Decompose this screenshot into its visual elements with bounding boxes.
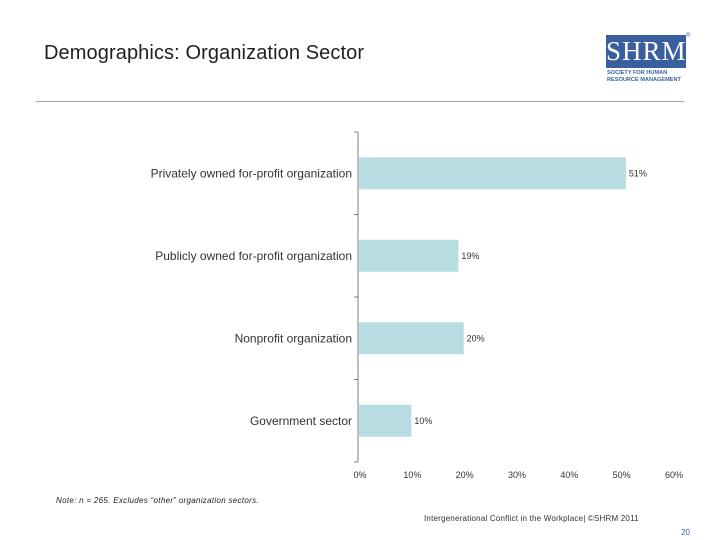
logo-subtitle-line2: RESOURCE MANAGEMENT — [607, 77, 681, 83]
logo-subtitle: SOCIETY FOR HUMAN RESOURCE MANAGEMENT — [607, 70, 687, 84]
bar — [359, 404, 412, 437]
data-label: 20% — [467, 333, 485, 343]
logo-registered-mark: ® — [686, 33, 691, 39]
bar — [359, 322, 464, 355]
logo-wordmark: SHRM — [606, 35, 687, 68]
data-label: 51% — [629, 168, 647, 178]
data-label: 10% — [414, 416, 432, 426]
x-tick-label: 0% — [353, 470, 366, 480]
category-label: Publicly owned for-profit organization — [155, 249, 352, 263]
chart-note: Note: n = 265. Excludes “other” organiza… — [56, 496, 259, 505]
category-label: Nonprofit organization — [235, 331, 352, 345]
bar — [359, 157, 626, 190]
title-divider — [36, 101, 684, 102]
page-title: Demographics: Organization Sector — [44, 42, 365, 64]
category-label: Government sector — [250, 414, 352, 428]
data-label: 19% — [461, 251, 479, 261]
x-tick-label: 30% — [508, 470, 526, 480]
page-number: 20 — [681, 528, 690, 537]
logo-subtitle-line1: SOCIETY FOR HUMAN — [607, 70, 668, 76]
x-tick-label: 60% — [665, 470, 683, 480]
shrm-logo: SHRM ® SOCIETY FOR HUMAN RESOURCE MANAGE… — [606, 33, 691, 87]
x-tick-label: 40% — [560, 470, 578, 480]
category-label: Privately owned for-profit organization — [151, 166, 352, 180]
x-tick-label: 10% — [403, 470, 421, 480]
x-tick-label: 20% — [456, 470, 474, 480]
x-tick-label: 50% — [613, 470, 631, 480]
footer-text: Intergenerational Conflict in the Workpl… — [424, 514, 639, 523]
bar — [359, 239, 459, 272]
